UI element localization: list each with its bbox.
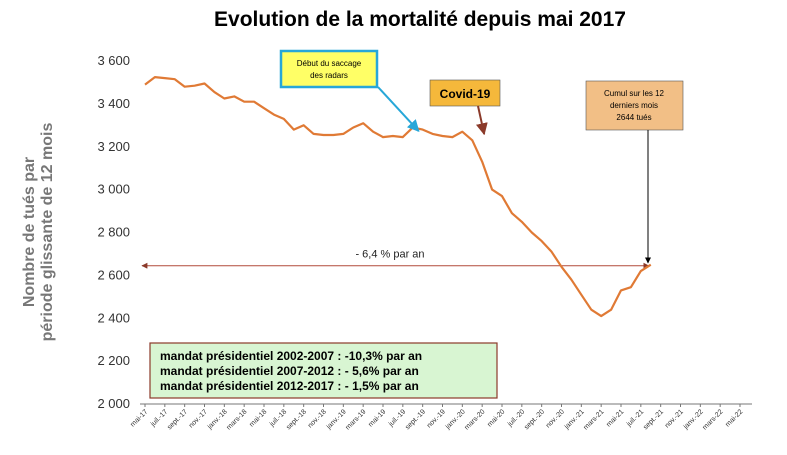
radars-arrow [377,86,420,132]
cumul-annotation-box [585,80,684,131]
x-tick-label: mars-21 [582,408,605,431]
x-tick-label: sept.-19 [404,408,427,431]
mandats-box [149,342,498,399]
y-tick-label: 2 800 [97,225,130,240]
x-tick-label: sept.-21 [642,408,665,431]
cumul-annotation-line2: derniers mois [610,101,658,110]
covid-arrow [475,105,488,136]
x-tick-label: mai-17 [129,408,149,428]
mortality-line [144,76,652,318]
y-axis-label: Nombre de tués par période glissante de … [21,123,56,342]
x-tick-label: mars-20 [463,408,486,431]
radars-annotation-line2: des radars [310,71,348,80]
x-tick-label: nov.-21 [664,408,685,429]
x-tick-label: nov.-18 [307,408,328,429]
mandat-2012-2017: mandat présidentiel 2012-2017 : - 1,5% p… [160,379,419,393]
radars-annotation-box [279,49,379,89]
y-axis-label-line1: Nombre de tués par [21,157,38,307]
y-ticks: 2 000 2 200 2 400 2 600 2 800 3 000 3 200 3 400… [97,53,130,411]
x-tick-label: sept.-18 [285,408,308,431]
covid-annotation-label: Covid-19 [440,87,491,101]
y-tick-label: 3 400 [97,96,130,111]
mandat-2007-2012: mandat présidentiel 2007-2012 : - 5,6% p… [160,364,419,378]
y-tick-label: 2 400 [97,310,130,325]
cumul-annotation-line3: 2644 tués [616,113,651,122]
y-tick-label: 2 000 [97,396,130,411]
x-tick-label: nov.-17 [188,408,209,429]
x-tick-label: mars-19 [344,408,367,431]
trend-label: - 6,4 % par an [355,249,424,261]
mandat-2002-2007: mandat présidentiel 2002-2007 : -10,3% p… [160,349,422,363]
chart-title: Evolution de la mortalité depuis mai 201… [214,8,626,31]
x-tick-label: sept.-20 [523,408,546,431]
y-tick-label: 3 600 [97,53,130,68]
x-ticks: mai-17 juil.-17sept.-17nov.-17janv.-18mar… [129,404,744,432]
x-tick-label: mai-18 [248,408,268,428]
x-tick-label: mai-19 [367,408,387,428]
radars-annotation-line1: Début du saccage [297,59,362,68]
x-tick-label: nov.-20 [545,408,566,429]
x-tick-label: mai-21 [605,408,625,428]
y-tick-label: 2 600 [97,267,130,282]
x-tick-label: mars-22 [701,408,724,431]
x-tick-label: nov.-19 [426,408,447,429]
y-tick-label: 2 200 [97,353,130,368]
y-tick-label: 3 000 [97,182,130,197]
x-tick-label: mai-22 [724,408,744,428]
y-tick-label: 3 200 [97,139,130,154]
cumul-annotation-line1: Cumul sur les 12 [604,89,665,98]
x-tick-label: mai-20 [486,408,506,428]
covid-annotation-box [429,79,501,107]
x-tick-label: mars-18 [225,408,248,431]
y-axis-label-line2: période glissante de 12 mois [39,123,56,342]
x-tick-label: sept.-17 [166,408,189,431]
